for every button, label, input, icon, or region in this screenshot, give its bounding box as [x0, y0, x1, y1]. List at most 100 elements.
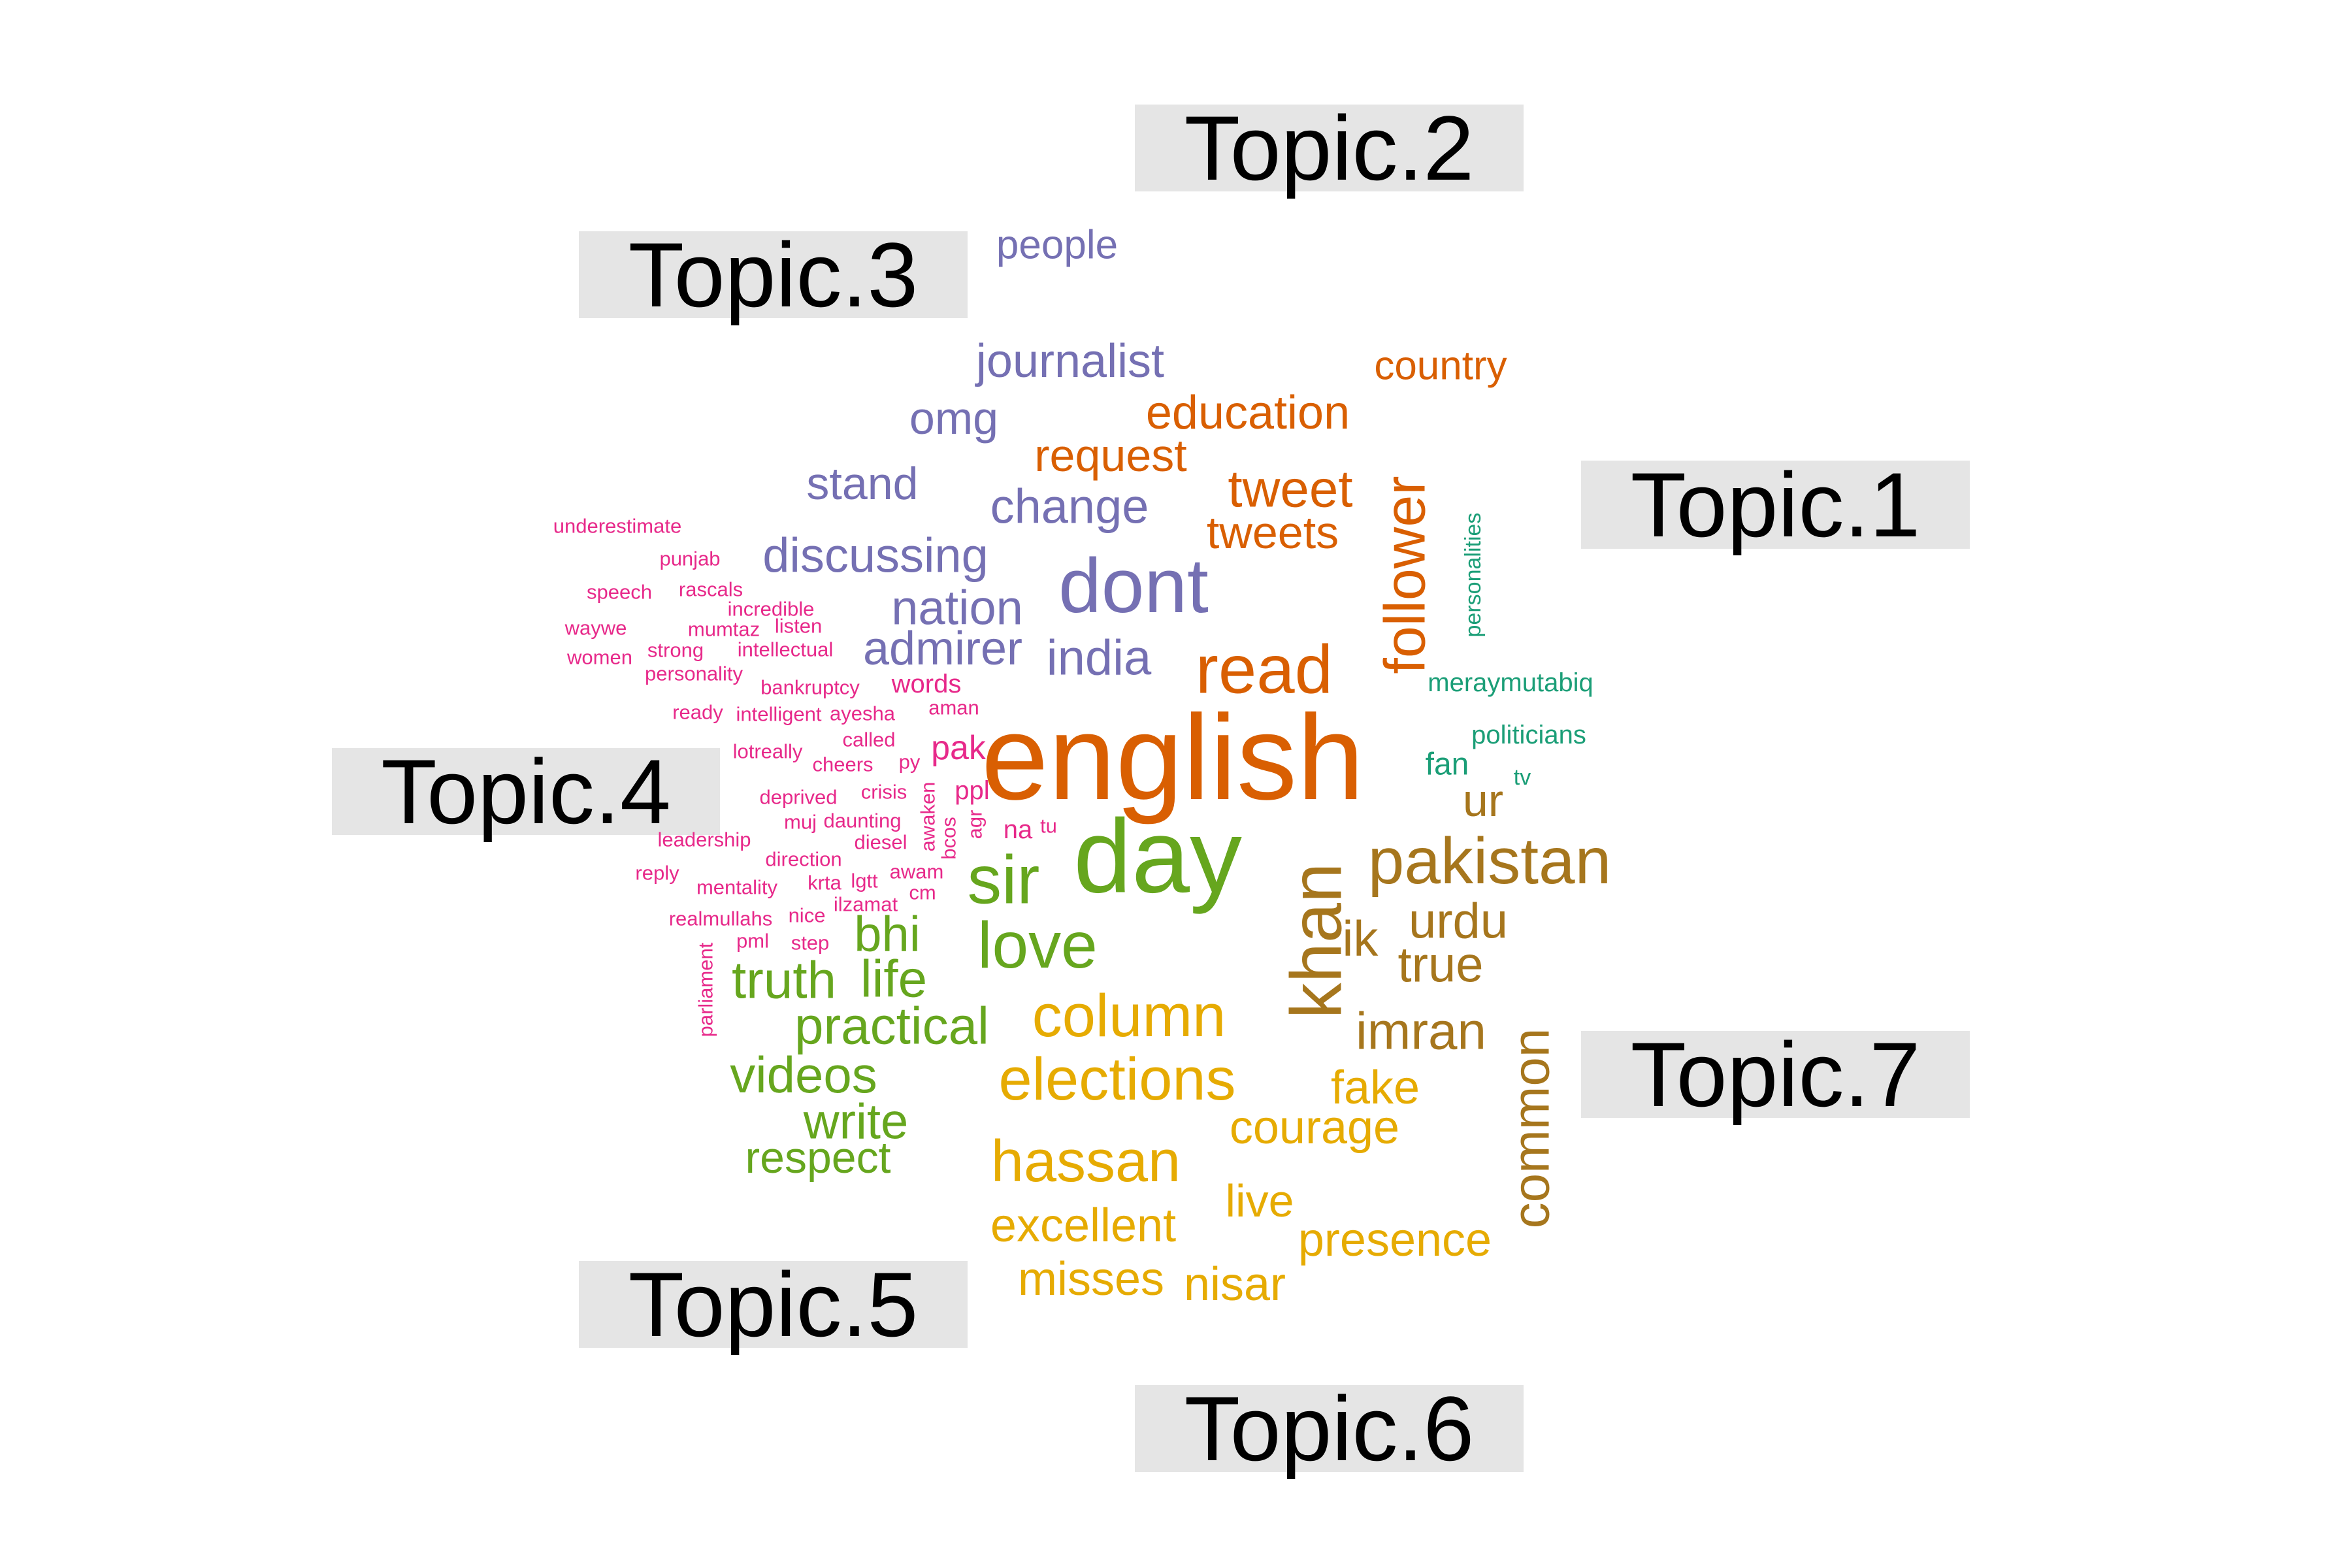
topic-label-4: Topic.4: [332, 740, 720, 843]
word-words: words: [891, 670, 962, 698]
word-bhi: bhi: [854, 907, 920, 962]
topic-label-text: Topic.2: [1184, 97, 1475, 199]
word-incredible: incredible: [728, 598, 815, 621]
word-people: people: [996, 223, 1118, 268]
topic-label-text: Topic.7: [1631, 1023, 1921, 1126]
word-lotreally: lotreally: [733, 740, 803, 763]
topic-label-5: Topic.5: [579, 1253, 968, 1356]
word-leadership: leadership: [657, 828, 751, 851]
word-crisis: crisis: [861, 781, 907, 804]
word-rascals: rascals: [679, 578, 743, 601]
word-meraymutabiq: meraymutabiq: [1428, 668, 1593, 697]
word-cheers: cheers: [812, 753, 873, 776]
word-awam: awam: [890, 860, 944, 883]
word-step: step: [791, 932, 830, 955]
topic-label-box: [1135, 1385, 1524, 1472]
word-na: na: [1004, 815, 1033, 844]
topic-label-box: [579, 231, 968, 318]
topic-label-3: Topic.3: [579, 223, 968, 326]
word-sir: sir: [968, 842, 1040, 919]
word-journalist: journalist: [975, 335, 1164, 387]
word-py: py: [899, 751, 921, 774]
word-read: read: [1196, 632, 1333, 708]
topic-label-text: Topic.5: [629, 1253, 919, 1356]
word-strong: strong: [647, 639, 704, 662]
word-ik: ik: [1343, 911, 1379, 967]
word-urdu: urdu: [1409, 894, 1508, 949]
word-waywe: waywe: [564, 617, 627, 640]
word-ur: ur: [1463, 775, 1503, 826]
word-stand: stand: [806, 458, 918, 509]
word-cm: cm: [909, 881, 936, 904]
topic-label-box: [1135, 105, 1524, 191]
word-called: called: [843, 728, 896, 751]
word-hassan: hassan: [991, 1129, 1181, 1194]
topic-label-box: [579, 1261, 968, 1348]
word-column: column: [1032, 983, 1226, 1049]
topic-labels: Topic.1 Topic.2 Topic.3 Topic.4 Topic.5 Topic…: [332, 97, 1970, 1480]
word-common: common: [1502, 1028, 1560, 1229]
word-dont: dont: [1058, 543, 1209, 629]
word-khan: khan: [1277, 863, 1357, 1019]
word-direction: direction: [765, 848, 841, 871]
word-true: true: [1398, 938, 1484, 993]
word-life: life: [860, 950, 927, 1008]
topic-label-box: [332, 748, 720, 835]
topic-label-text: Topic.6: [1184, 1377, 1475, 1480]
word-personalities: personalities: [1461, 513, 1486, 638]
word-courage: courage: [1230, 1102, 1399, 1154]
word-politicians: politicians: [1471, 721, 1586, 749]
word-truth: truth: [732, 951, 836, 1009]
word-day: day: [1073, 798, 1242, 915]
word-pak: pak: [931, 729, 987, 767]
word-elections: elections: [998, 1046, 1235, 1113]
word-videos: videos: [730, 1046, 877, 1103]
topic-label-box: [1581, 1031, 1970, 1118]
word-mumtaz: mumtaz: [688, 618, 760, 641]
word-misses: misses: [1018, 1253, 1164, 1305]
word-country: country: [1374, 344, 1507, 389]
word-fan: fan: [1426, 747, 1469, 782]
word-change: change: [990, 480, 1149, 534]
word-india: india: [1047, 630, 1152, 686]
word-fake: fake: [1331, 1062, 1420, 1114]
word-bcos: bcos: [938, 817, 960, 859]
topic-label-text: Topic.1: [1631, 453, 1921, 556]
topic-label-text: Topic.4: [381, 740, 671, 843]
topic-label-text: Topic.3: [629, 223, 919, 326]
word-deprived: deprived: [760, 786, 838, 809]
topic-label-6: Topic.6: [1135, 1377, 1524, 1480]
word-nation: nation: [891, 581, 1023, 635]
word-intelligent: intelligent: [736, 703, 822, 726]
word-intellectual: intellectual: [738, 638, 833, 661]
word-awaken: awaken: [917, 782, 939, 852]
word-diesel: diesel: [855, 831, 907, 854]
word-pml: pml: [736, 930, 769, 953]
word-agr: agr: [964, 810, 987, 840]
word-bankruptcy: bankruptcy: [760, 676, 860, 699]
word-discussing: discussing: [762, 529, 988, 583]
word-ready: ready: [672, 701, 723, 724]
word-nice: nice: [789, 904, 826, 927]
word-request: request: [1034, 430, 1186, 481]
topic-label-1: Topic.1: [1581, 453, 1970, 556]
word-imran: imran: [1356, 1002, 1486, 1060]
word-omg: omg: [909, 393, 998, 444]
word-mentality: mentality: [696, 876, 778, 899]
word-presence: presence: [1298, 1214, 1492, 1266]
word-punjab: punjab: [659, 547, 720, 570]
word-ppl: ppl: [955, 776, 989, 805]
topic-label-7: Topic.7: [1581, 1023, 1970, 1126]
word-reply: reply: [635, 862, 679, 885]
word-women: women: [566, 646, 632, 669]
word-krta: krta: [808, 872, 841, 894]
word-daunting: daunting: [824, 809, 902, 832]
word-aman: aman: [928, 696, 979, 719]
word-speech: speech: [587, 581, 652, 604]
word-tv: tv: [1514, 765, 1531, 790]
word-education: education: [1146, 387, 1350, 439]
word-english: english: [981, 691, 1364, 825]
word-muj: muj: [784, 811, 817, 834]
